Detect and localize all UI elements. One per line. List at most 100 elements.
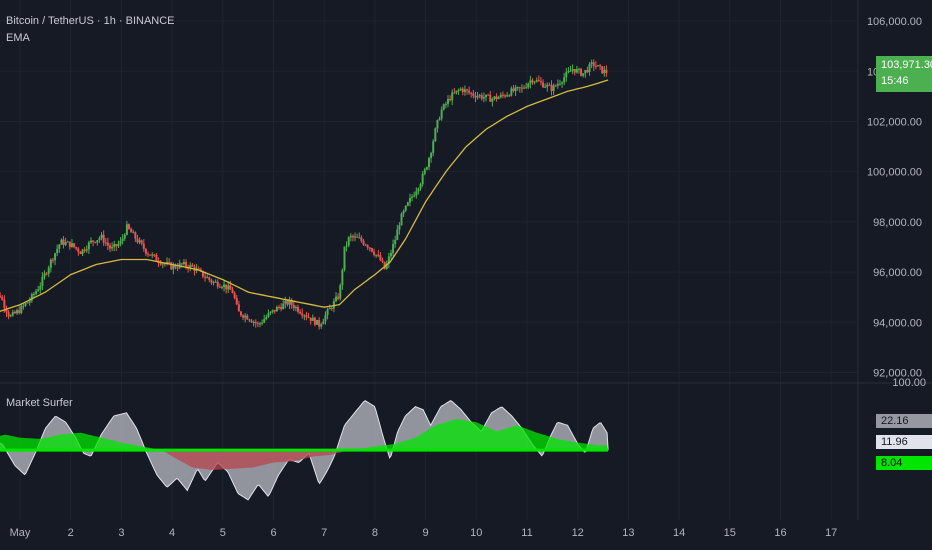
candle-body [166,262,169,264]
candle-body [210,279,213,283]
candle-body [569,70,572,72]
candle-body [0,295,2,298]
candle-body [206,277,209,279]
ema-line [0,79,609,312]
candle-body [233,293,236,298]
candle-body [504,95,507,97]
candle-body [584,69,587,74]
candle-body [163,263,166,265]
candle-body [332,301,335,309]
price-tick-label: 106,000.00 [867,16,922,28]
candle-body [229,285,232,290]
price-axis: 106,000.00104,000.00102,000.00100,000.00… [867,16,922,379]
candle-body [539,81,542,83]
candle-body [214,281,217,283]
candle-body [413,195,416,197]
countdown-timer: 15:46 [881,75,909,87]
time-tick-label: 11 [521,527,532,539]
candle-body [197,268,200,270]
candle-body [347,237,350,246]
candle-body [92,240,95,242]
candle-body [134,232,137,239]
candle-body [73,243,76,248]
time-tick-label: 15 [724,527,736,539]
candle-body [155,255,158,262]
candle-body [151,254,154,256]
candle-body [425,167,428,170]
candle-body [506,95,509,97]
candle-body [299,311,302,314]
candle-body [514,87,517,92]
candle-body [440,109,443,119]
candle-body [482,97,485,99]
candle-body [335,296,338,302]
candle-body [499,94,502,98]
symbol-title[interactable]: Bitcoin / TetherUS · 1h · BINANCE [6,15,175,27]
market-surfer-label[interactable]: Market Surfer [6,397,73,409]
osc-badge-2: 11.96 [876,435,932,449]
candle-body [398,225,401,230]
time-tick-label: 7 [321,527,327,539]
ema-indicator-label[interactable]: EMA [6,32,30,44]
candle-body [561,82,564,84]
candle-body [66,241,69,243]
candle-body [117,243,120,247]
candle-body [351,235,354,238]
candle-body [3,299,6,308]
candle-body [459,88,462,91]
candle-body [394,240,397,245]
candle-body [64,242,67,245]
candle-body [87,242,90,250]
candle-body [30,294,33,301]
candle-body [49,259,52,268]
candle-body [385,263,388,269]
candle-body [423,169,426,174]
candle-body [246,315,249,320]
candle-body [518,87,521,89]
candle-body [149,254,152,256]
candle-body [470,92,473,94]
candle-body [263,319,266,323]
chart-grid [0,0,858,520]
time-tick-label: 13 [622,527,634,539]
candle-body [282,303,285,310]
candle-body [436,120,439,129]
candle-body [261,322,264,324]
candle-body [265,316,268,320]
candle-body [485,94,488,98]
candle-body [404,205,407,211]
time-tick-label: 12 [572,527,584,539]
candle-body [430,152,433,159]
candle-body [550,84,553,92]
candle-body [596,65,599,67]
candle-body [189,264,192,269]
candle-body [330,308,333,310]
candle-body [153,254,156,256]
candle-body [125,224,128,235]
candle-body [128,224,131,229]
osc-top-tick: 100.00 [892,377,926,389]
candle-body [182,261,185,265]
candle-body [115,244,118,247]
candle-body [104,242,107,244]
osc-badge-3: 8.04 [876,456,932,470]
candle-body [26,302,29,304]
candle-body [316,319,319,325]
candle-body [343,246,346,270]
candle-body [231,289,234,294]
candle-body [339,285,342,299]
candle-body [415,191,418,196]
candle-body [121,238,124,241]
candle-body [108,245,111,249]
candle-body [284,300,287,304]
candle-body [345,245,348,247]
candle-body [451,92,454,101]
last-price: 103,971.30 [881,59,932,71]
time-tick-label: 4 [169,527,175,539]
candle-body [341,269,344,286]
candle-body [199,269,202,271]
candle-body [360,237,363,241]
time-axis: May 2 3 4 5 6 7 8 9 10 11 12 13 14 15 16 17 [10,527,838,539]
candle-body [75,247,78,249]
